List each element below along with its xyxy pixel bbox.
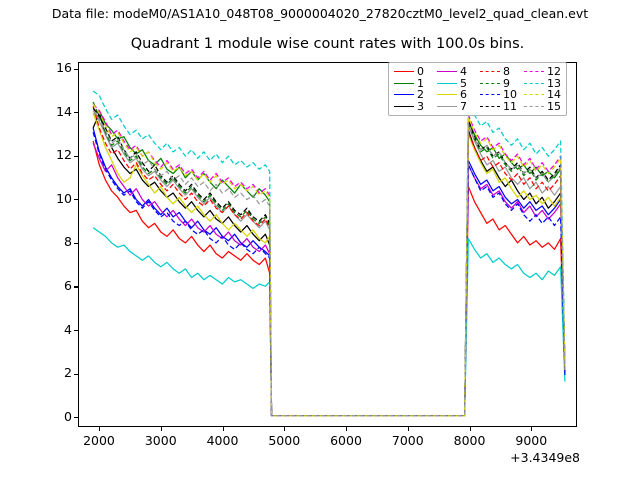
legend-line-swatch-0	[394, 71, 414, 73]
legend-entry-6[interactable]: 6	[437, 88, 473, 102]
chart-title: Quadrant 1 module wise count rates with …	[130, 36, 525, 52]
legend-line-swatch-8	[480, 71, 500, 73]
legend-entry-11[interactable]: 11	[480, 100, 517, 114]
legend-line-swatch-3	[394, 106, 414, 108]
legend-label-7: 7	[460, 100, 467, 114]
legend-line-swatch-9	[480, 82, 500, 84]
legend-entry-12[interactable]: 12	[524, 65, 561, 79]
x-tick-mark	[469, 427, 471, 431]
legend-label-12: 12	[547, 65, 561, 79]
series-line-15	[92, 110, 566, 417]
y-tick-label: 0	[64, 408, 72, 424]
series-line-0	[92, 140, 566, 417]
legend-entry-13[interactable]: 13	[524, 76, 561, 90]
legend-entry-14[interactable]: 14	[524, 88, 561, 102]
legend-entry-4[interactable]: 4	[437, 65, 473, 79]
series-line-13	[92, 90, 566, 417]
x-tick-label: 2000	[83, 433, 115, 448]
y-tick-label: 6	[64, 277, 72, 293]
y-tick-label: 14	[56, 103, 72, 119]
legend-label-5: 5	[460, 76, 467, 90]
series-line-12	[92, 103, 566, 417]
legend-label-14: 14	[547, 88, 561, 102]
legend-label-15: 15	[547, 100, 561, 114]
plot-area	[78, 62, 577, 427]
x-tick-label: 3000	[144, 433, 177, 448]
legend-line-swatch-7	[437, 106, 457, 108]
legend-line-swatch-15	[524, 106, 544, 108]
legend-entry-9[interactable]: 9	[480, 76, 517, 90]
x-tick-mark	[284, 427, 286, 431]
legend-label-3: 3	[417, 100, 424, 114]
x-tick-label: 5000	[268, 433, 301, 448]
x-axis-offset-label: +3.4349e8	[510, 450, 580, 465]
x-tick-mark	[531, 427, 533, 431]
x-tick-mark	[346, 427, 348, 431]
legend-entry-8[interactable]: 8	[480, 65, 517, 79]
legend-line-swatch-14	[524, 94, 544, 96]
legend-label-8: 8	[503, 65, 510, 79]
legend-label-2: 2	[417, 88, 424, 102]
x-tick-label: 8000	[453, 433, 486, 448]
y-tick-label: 4	[64, 321, 72, 337]
x-tick-mark	[98, 427, 101, 431]
legend-label-11: 11	[503, 100, 517, 114]
legend-entry-3[interactable]: 3	[394, 100, 430, 114]
x-tick-label: 9000	[515, 433, 548, 448]
legend-entry-2[interactable]: 2	[394, 88, 430, 102]
series-line-10	[92, 132, 566, 417]
legend-entry-10[interactable]: 10	[480, 88, 517, 102]
series-line-14	[92, 103, 566, 417]
legend-line-swatch-11	[480, 106, 500, 108]
legend-label-13: 13	[547, 76, 561, 90]
legend-entry-7[interactable]: 7	[437, 100, 473, 114]
y-tick-label: 10	[56, 190, 72, 206]
y-tick-label: 2	[64, 365, 72, 381]
data-curves	[92, 90, 566, 417]
y-tick-label: 8	[64, 234, 72, 250]
legend-line-swatch-13	[524, 82, 544, 84]
legend-label-6: 6	[460, 88, 467, 102]
legend-line-swatch-2	[394, 94, 414, 96]
legend-line-swatch-4	[437, 71, 457, 73]
legend-label-0: 0	[417, 65, 424, 79]
series-line-1	[92, 110, 566, 417]
x-tick-mark	[222, 427, 224, 431]
legend-entry-0[interactable]: 0	[394, 65, 430, 79]
series-line-5	[92, 227, 566, 417]
legend-line-swatch-12	[524, 71, 544, 73]
figure-suptitle: Data file: modeM0/AS1A10_048T08_90000040…	[51, 6, 589, 21]
legend-entry-1[interactable]: 1	[394, 76, 430, 90]
legend-box[interactable]: 0 1 2 3 4 5 6 7 8 9 10 11 12 13 14 15	[388, 62, 567, 117]
legend-line-swatch-5	[437, 82, 457, 84]
y-tick-label: 12	[56, 147, 72, 163]
legend-label-9: 9	[503, 76, 510, 90]
x-tick-mark	[160, 427, 162, 431]
legend-label-10: 10	[503, 88, 517, 102]
x-tick-mark	[407, 427, 409, 431]
x-tick-label: 4000	[206, 433, 239, 448]
y-axis-tick-labels: 0 2 4 6 8 10 12 14 16	[36, 0, 72, 480]
legend-entry-15[interactable]: 15	[524, 100, 561, 114]
legend-line-swatch-10	[480, 94, 500, 96]
x-tick-label: 7000	[391, 433, 424, 448]
legend-label-4: 4	[460, 65, 467, 79]
y-tick-label: 16	[56, 60, 72, 76]
legend-line-swatch-6	[437, 94, 457, 96]
legend-line-swatch-1	[394, 82, 414, 84]
x-tick-label: 6000	[330, 433, 362, 448]
legend-entry-5[interactable]: 5	[437, 76, 473, 90]
legend-label-1: 1	[417, 76, 424, 90]
